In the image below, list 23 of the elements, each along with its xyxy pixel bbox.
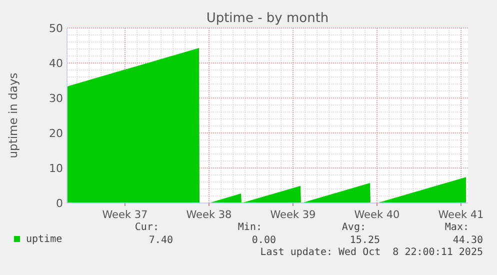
- x-tick-label: Week 37: [102, 209, 148, 221]
- text: Min:: [238, 222, 262, 233]
- legend-label: uptime: [26, 234, 62, 245]
- text: 15.25: [350, 235, 380, 246]
- text: 0.00: [252, 235, 276, 246]
- text: Avg:: [342, 222, 366, 233]
- chart-title: Uptime - by month: [206, 11, 329, 26]
- y-axis-title: uptime in days: [6, 72, 20, 158]
- text: Cur:: [134, 222, 159, 233]
- y-tick-label: 50: [49, 22, 63, 35]
- x-tick-label: Week 40: [354, 209, 400, 221]
- text: Last update: Wed Oct 8 22:00:11 2025: [260, 247, 483, 258]
- y-tick-label: 30: [49, 92, 63, 105]
- x-tick-label: Week 39: [270, 209, 316, 221]
- y-tick-label: 10: [49, 162, 63, 175]
- x-tick-label: Week 38: [186, 209, 232, 221]
- y-tick-label: 40: [49, 56, 63, 70]
- text: 7.40: [148, 235, 173, 246]
- y-tick-label: 0: [56, 196, 63, 210]
- text: 44.30: [452, 235, 483, 246]
- text: Max:: [444, 222, 469, 233]
- x-tick-label: Week 41: [438, 209, 484, 221]
- y-tick-label: 20: [49, 126, 63, 140]
